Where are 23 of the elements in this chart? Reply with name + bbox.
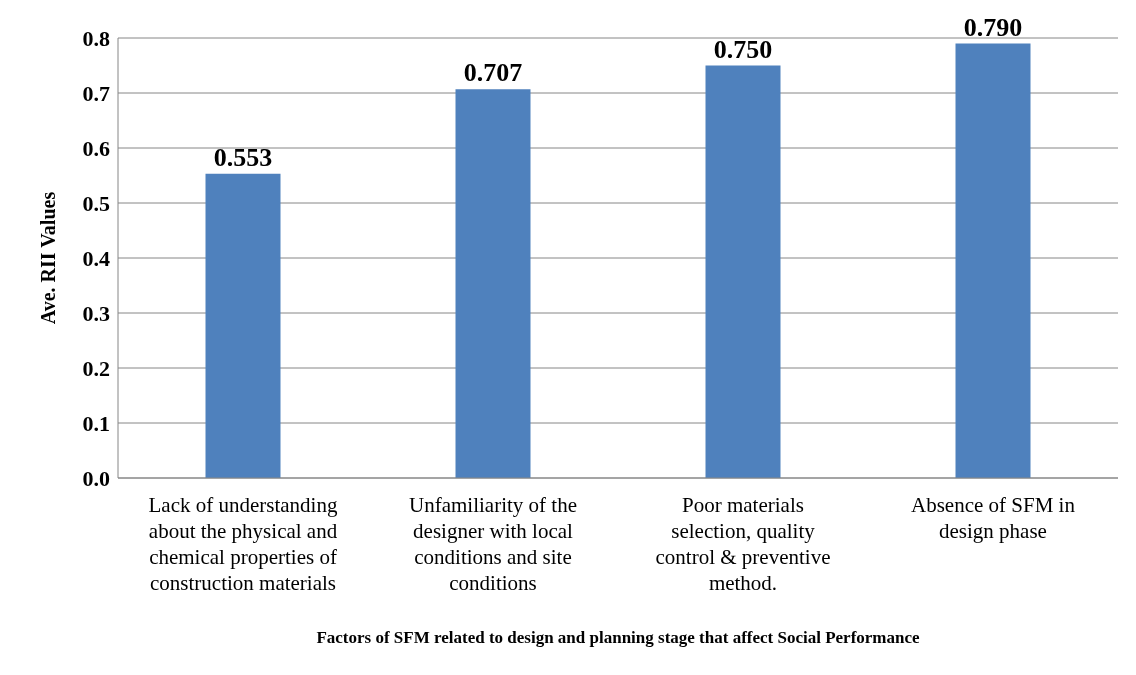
y-tick-label: 0.2 <box>82 355 110 381</box>
y-tick-label: 0.7 <box>82 80 110 106</box>
x-tick-label: Unfamiliarity of the designer with local conditions and site conditions <box>409 493 577 595</box>
x-axis-title: Factors of SFM related to design and planning stage that affect Social Performance <box>316 628 920 647</box>
x-tick-label: Lack of understanding about the physical and chemical properties of construction materials <box>148 493 338 595</box>
bar <box>955 43 1031 478</box>
data-label: 0.553 <box>213 142 273 172</box>
y-tick-label: 0.4 <box>82 245 110 271</box>
bar <box>205 173 281 478</box>
y-tick-label: 0.8 <box>82 25 110 51</box>
x-tick-label: Absence of SFM in design phase <box>911 493 1076 543</box>
y-axis-title: Ave. RII Values <box>37 191 60 325</box>
y-tick-label: 0.1 <box>82 410 110 436</box>
data-label: 0.790 <box>963 12 1023 42</box>
y-tick-label: 0.3 <box>82 300 110 326</box>
data-label: 0.750 <box>713 34 773 64</box>
y-tick-label: 0.5 <box>82 190 110 216</box>
y-tick-label: 0.0 <box>82 465 110 491</box>
bar <box>705 65 781 478</box>
bar <box>455 89 531 478</box>
y-tick-label: 0.6 <box>82 135 110 161</box>
x-tick-label: Poor materials selection, quality control & preventive method. <box>655 493 831 595</box>
data-label: 0.707 <box>463 58 523 88</box>
